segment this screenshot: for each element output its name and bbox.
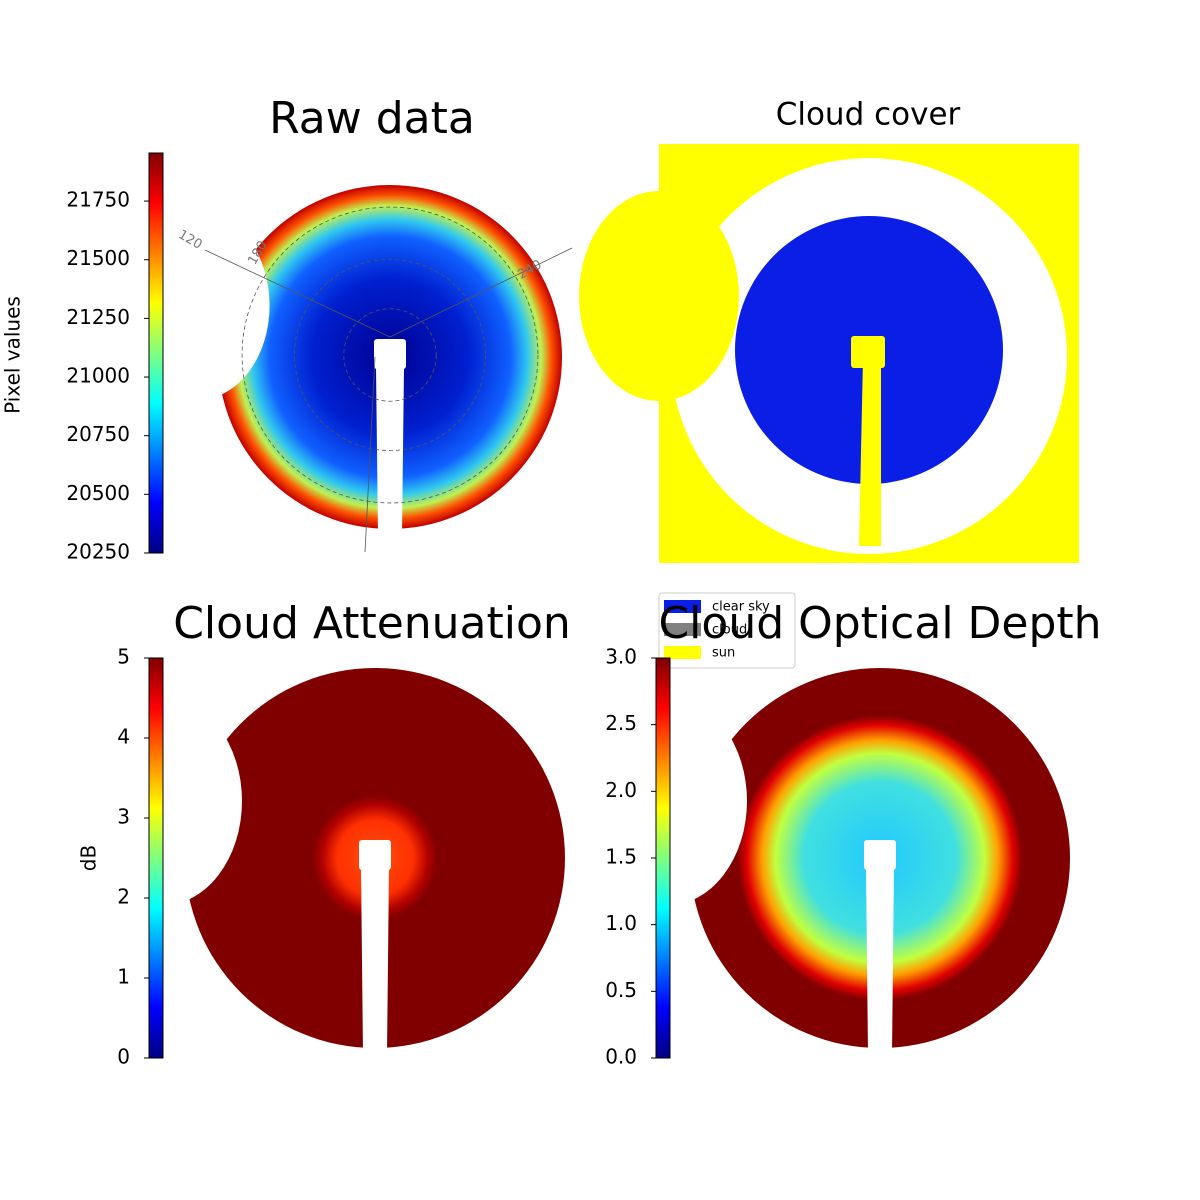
colorbar-tick-label: 3	[117, 805, 130, 829]
colorbar-tick-label: 20250	[66, 540, 130, 564]
panel-title: Cloud Attenuation	[173, 598, 571, 649]
colorbar-tick-label: 3.0	[605, 645, 637, 669]
legend-swatch	[664, 623, 701, 636]
colorbar-tick-label: 1.0	[605, 911, 637, 935]
image-sun-region	[579, 191, 739, 401]
colorbar-tick-label: 21750	[66, 188, 130, 212]
colorbar-tick-label: 21250	[66, 305, 130, 329]
polar-axis	[204, 249, 391, 338]
colorbar-tick-label: 5	[117, 645, 130, 669]
image-mask	[374, 339, 406, 369]
colorbar-tick-label: 2.5	[605, 711, 637, 735]
polar-axis	[389, 247, 573, 338]
colorbar-tick-label: 21000	[66, 364, 130, 388]
legend-swatch	[664, 600, 701, 613]
colorbar-tick-label: 0.0	[605, 1045, 637, 1069]
image-mask	[866, 868, 894, 1054]
colorbar-label: dB	[77, 845, 101, 871]
image-mask	[864, 840, 896, 870]
colorbar	[148, 657, 164, 1059]
polar-axis	[364, 356, 376, 553]
colorbar-tick-label: 20500	[66, 481, 130, 505]
polar-grid	[294, 259, 486, 451]
panel-title: Cloud cover	[776, 97, 961, 133]
colorbar-tick-label: 2	[117, 885, 130, 909]
image-mask	[361, 868, 389, 1054]
colorbar-tick-label: 0	[117, 1045, 130, 1069]
panel-title: Raw data	[269, 93, 475, 144]
colorbar	[655, 657, 671, 1059]
colorbar-tick-label: 0.5	[605, 978, 637, 1002]
colorbar-tick-label: 2.0	[605, 778, 637, 802]
colorbar-tick-label: 21500	[66, 246, 130, 270]
legend-label: clear sky	[712, 600, 770, 615]
image-mask	[376, 367, 404, 535]
sun-region	[859, 358, 881, 546]
colorbar-tick-label: 1	[117, 965, 130, 989]
panel-title: Cloud Optical Depth	[658, 598, 1101, 649]
sun-region	[851, 336, 885, 368]
legend-swatch	[664, 646, 701, 659]
colorbar-tick-label: 20750	[66, 422, 130, 446]
legend-label: cloud	[712, 623, 747, 638]
colorbar-label: Pixel values	[1, 296, 25, 414]
colorbar	[148, 152, 164, 554]
polar-grid	[241, 206, 539, 504]
colorbar-tick-label: 1.5	[605, 845, 637, 869]
image-mask	[359, 840, 391, 870]
polar-grid	[343, 308, 437, 402]
colorbar-tick-label: 4	[117, 725, 130, 749]
legend-label: sun	[712, 646, 735, 661]
